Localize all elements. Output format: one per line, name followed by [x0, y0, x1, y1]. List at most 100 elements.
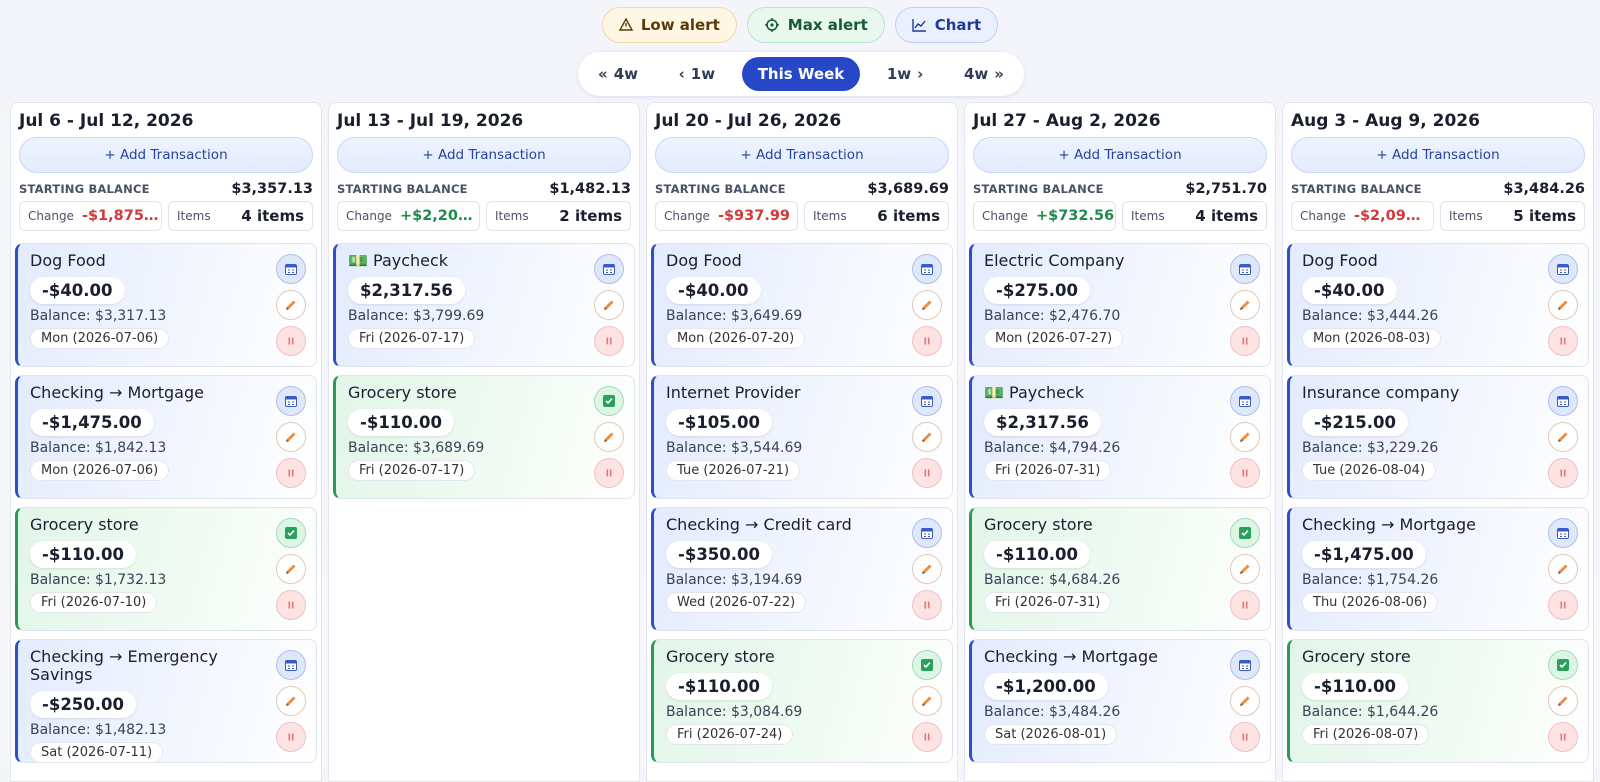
schedule-button[interactable] [1230, 386, 1260, 416]
fwd-4w[interactable]: 4w » [950, 57, 1018, 91]
transaction-card[interactable]: Checking → Mortgage -$1,475.00 Balance: $1… [15, 375, 317, 499]
cleared-button[interactable] [1230, 518, 1260, 548]
pause-button[interactable] [1230, 722, 1260, 752]
add-transaction-button[interactable]: + Add Transaction [1291, 137, 1585, 173]
card-actions [1230, 386, 1260, 488]
edit-button[interactable] [1548, 422, 1578, 452]
edit-button[interactable] [1548, 290, 1578, 320]
pause-button[interactable] [1230, 458, 1260, 488]
pause-button[interactable] [912, 722, 942, 752]
items-box: Items 6 items [804, 201, 949, 231]
schedule-button[interactable] [912, 254, 942, 284]
pause-button[interactable] [1548, 590, 1578, 620]
edit-button[interactable] [1230, 422, 1260, 452]
pencil-icon [1240, 696, 1250, 706]
edit-button[interactable] [1230, 290, 1260, 320]
transaction-card[interactable]: Grocery store -$110.00 Balance: $1,732.13 F… [15, 507, 317, 631]
pause-button[interactable] [912, 590, 942, 620]
pause-button[interactable] [1548, 326, 1578, 356]
back-1w[interactable]: ‹ 1w [665, 57, 729, 91]
pause-button[interactable] [1548, 458, 1578, 488]
cleared-button[interactable] [276, 518, 306, 548]
schedule-button[interactable] [276, 386, 306, 416]
schedule-button[interactable] [912, 518, 942, 548]
schedule-button[interactable] [594, 254, 624, 284]
edit-button[interactable] [1548, 686, 1578, 716]
transaction-card[interactable]: 💵 Paycheck $2,317.56 Balance: $4,794.26 Fri… [969, 375, 1271, 499]
transaction-amount: -$105.00 [666, 409, 773, 436]
schedule-button[interactable] [1548, 518, 1578, 548]
schedule-button[interactable] [1230, 650, 1260, 680]
transaction-card[interactable]: Electric Company -$275.00 Balance: $2,476.… [969, 243, 1271, 367]
edit-button[interactable] [912, 686, 942, 716]
schedule-button[interactable] [276, 650, 306, 680]
pause-button[interactable] [594, 458, 624, 488]
transaction-card[interactable]: Dog Food -$40.00 Balance: $3,649.69 Mon (20… [651, 243, 953, 367]
chart-button[interactable]: Chart [894, 7, 999, 43]
items-value: 6 items [877, 207, 940, 225]
edit-button[interactable] [912, 290, 942, 320]
cleared-button[interactable] [1548, 650, 1578, 680]
schedule-button[interactable] [912, 386, 942, 416]
transaction-card[interactable]: Grocery store -$110.00 Balance: $3,084.69 F… [651, 639, 953, 763]
add-transaction-button[interactable]: + Add Transaction [19, 137, 313, 173]
pause-button[interactable] [276, 326, 306, 356]
transaction-card[interactable]: Checking → Mortgage -$1,200.00 Balance: $3… [969, 639, 1271, 763]
pause-button[interactable] [1230, 326, 1260, 356]
add-transaction-button[interactable]: + Add Transaction [337, 137, 631, 173]
cleared-button[interactable] [912, 650, 942, 680]
arrow: « [598, 65, 608, 83]
transaction-card[interactable]: Internet Provider -$105.00 Balance: $3,544… [651, 375, 953, 499]
edit-button[interactable] [1548, 554, 1578, 584]
pause-button[interactable] [594, 326, 624, 356]
calendar-icon [1239, 660, 1251, 671]
transaction-card[interactable]: Dog Food -$40.00 Balance: $3,444.26 Mon (20… [1287, 243, 1589, 367]
add-transaction-button[interactable]: + Add Transaction [655, 137, 949, 173]
schedule-button[interactable] [1230, 254, 1260, 284]
pause-button[interactable] [276, 590, 306, 620]
pause-button[interactable] [276, 458, 306, 488]
transaction-name: Grocery store [984, 515, 1093, 534]
schedule-button[interactable] [276, 254, 306, 284]
low-alert-button[interactable]: Low alert [601, 7, 737, 43]
pencil-icon [604, 432, 614, 442]
max-alert-button[interactable]: Max alert [746, 7, 885, 43]
transaction-card[interactable]: Grocery store -$110.00 Balance: $4,684.26 F… [969, 507, 1271, 631]
edit-button[interactable] [276, 554, 306, 584]
transaction-card[interactable]: Grocery store -$110.00 Balance: $1,644.26 F… [1287, 639, 1589, 763]
transaction-amount: -$110.00 [984, 541, 1091, 568]
fwd-1w[interactable]: 1w › [873, 57, 937, 91]
pause-button[interactable] [276, 722, 306, 752]
transaction-card[interactable]: 💵 Paycheck $2,317.56 Balance: $3,799.69 Fri… [333, 243, 635, 367]
change-value: +$2,20… [399, 208, 473, 224]
schedule-button[interactable] [1548, 254, 1578, 284]
transaction-card[interactable]: Checking → Mortgage -$1,475.00 Balance: $1… [1287, 507, 1589, 631]
add-transaction-button[interactable]: + Add Transaction [973, 137, 1267, 173]
edit-button[interactable] [594, 422, 624, 452]
pause-button[interactable] [912, 458, 942, 488]
pause-button[interactable] [1230, 590, 1260, 620]
edit-button[interactable] [276, 422, 306, 452]
transaction-card[interactable]: Checking → Credit card -$350.00 Balance: $… [651, 507, 953, 631]
transaction-card[interactable]: Grocery store -$110.00 Balance: $3,689.69 F… [333, 375, 635, 499]
transaction-card[interactable]: Insurance company -$215.00 Balance: $3,229… [1287, 375, 1589, 499]
transaction-card[interactable]: Checking → Emergency Savings -$250.00 Bala… [15, 639, 317, 763]
edit-button[interactable] [912, 422, 942, 452]
calendar-icon [1557, 396, 1569, 407]
date-row: Tue (2026-07-21) [666, 456, 902, 481]
label: This Week [757, 65, 845, 83]
edit-button[interactable] [594, 290, 624, 320]
pause-button[interactable] [1548, 722, 1578, 752]
transaction-card[interactable]: Dog Food -$40.00 Balance: $3,317.13 Mon (20… [15, 243, 317, 367]
pause-button[interactable] [912, 326, 942, 356]
edit-button[interactable] [276, 290, 306, 320]
edit-button[interactable] [1230, 686, 1260, 716]
edit-button[interactable] [276, 686, 306, 716]
this-week[interactable]: This Week [741, 57, 861, 91]
schedule-button[interactable] [1548, 386, 1578, 416]
transaction-name: Grocery store [30, 515, 139, 534]
cleared-button[interactable] [594, 386, 624, 416]
edit-button[interactable] [912, 554, 942, 584]
back-4w[interactable]: « 4w [584, 57, 652, 91]
edit-button[interactable] [1230, 554, 1260, 584]
